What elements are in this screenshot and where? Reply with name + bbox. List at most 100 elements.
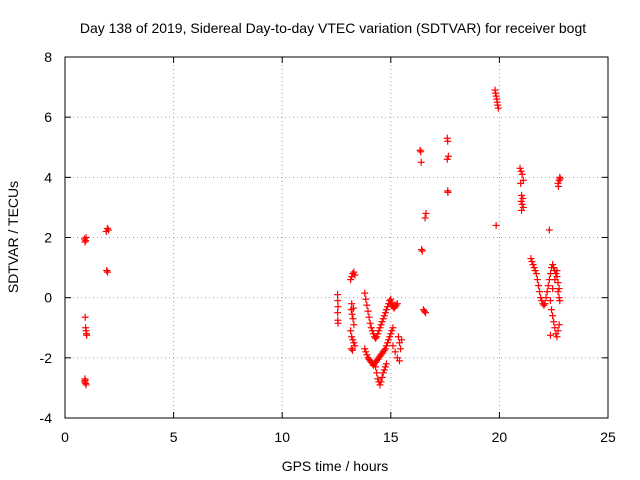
data-point — [540, 301, 548, 309]
y-tick-label: 8 — [44, 49, 52, 65]
data-point — [530, 264, 538, 272]
plot-frame — [64, 56, 609, 419]
data-point — [374, 375, 382, 383]
data-point — [372, 363, 380, 371]
data-point — [81, 378, 89, 386]
data-point — [552, 270, 560, 278]
data-point — [381, 363, 389, 371]
data-point — [365, 313, 373, 321]
data-point — [362, 295, 370, 303]
data-point — [422, 309, 430, 317]
x-tick-label: 10 — [274, 429, 290, 445]
data-point — [555, 176, 563, 184]
data-point — [542, 294, 550, 302]
data-point — [351, 271, 359, 279]
y-tick-label: -4 — [40, 410, 53, 426]
data-point — [491, 89, 499, 97]
data-point — [334, 303, 342, 311]
data-point — [555, 294, 563, 302]
data-point — [528, 258, 536, 266]
data-point — [372, 334, 380, 342]
data-point — [518, 200, 526, 208]
data-point — [103, 267, 111, 275]
data-point — [544, 282, 552, 290]
data-point — [379, 315, 387, 323]
data-point — [350, 268, 358, 276]
data-point — [391, 348, 399, 356]
data-point — [421, 214, 429, 222]
data-point — [553, 267, 561, 275]
data-point — [361, 345, 369, 353]
data-point — [517, 167, 525, 175]
y-axis-label: SDTVAR / TECUs — [5, 181, 21, 293]
data-point — [529, 261, 537, 269]
data-point — [517, 197, 525, 205]
data-point — [367, 324, 375, 332]
data-point — [416, 146, 424, 154]
data-point — [363, 301, 371, 309]
data-point — [393, 300, 401, 308]
data-point — [363, 351, 371, 359]
data-point — [554, 182, 562, 190]
data-point — [377, 321, 385, 329]
data-point — [375, 327, 383, 335]
data-point — [556, 297, 564, 305]
data-point — [347, 276, 355, 284]
data-point — [374, 330, 382, 338]
data-point — [518, 191, 526, 199]
data-point — [377, 378, 385, 386]
y-tick-label: 6 — [44, 109, 52, 125]
data-point — [554, 288, 562, 296]
data-point — [387, 330, 395, 338]
data-point — [382, 342, 390, 350]
data-point — [444, 152, 452, 160]
data-point — [350, 321, 358, 329]
data-point — [545, 226, 553, 234]
data-point — [546, 297, 554, 305]
data-point — [536, 288, 544, 296]
data-point — [376, 381, 384, 389]
data-point — [366, 319, 374, 327]
x-tick-label: 0 — [61, 429, 69, 445]
data-point — [349, 346, 357, 354]
data-point — [348, 300, 356, 308]
data-point — [531, 267, 539, 275]
data-point — [417, 158, 425, 166]
data-point — [534, 282, 542, 290]
data-point — [444, 187, 452, 195]
data-point — [81, 313, 89, 321]
y-tick-label: 0 — [44, 290, 52, 306]
data-point — [334, 309, 342, 317]
data-point — [551, 276, 559, 284]
data-point — [420, 307, 428, 315]
axis-ticks: 0 5 10 15 20 25 -4 -2 0 2 4 6 8 — [40, 49, 616, 445]
data-point — [398, 336, 406, 344]
data-point — [389, 324, 397, 332]
data-point — [368, 327, 376, 335]
data-point — [392, 301, 400, 309]
data-point — [518, 206, 526, 214]
data-point — [418, 247, 426, 255]
data-point — [82, 234, 90, 241]
data-point — [550, 264, 558, 272]
chart-title: Day 138 of 2019, Sidereal Day-to-day VTE… — [80, 20, 586, 36]
data-point — [380, 366, 388, 374]
data-point — [350, 339, 358, 347]
x-tick-label: 15 — [383, 429, 399, 445]
data-point — [494, 104, 502, 112]
data-point — [347, 345, 355, 353]
data-point — [532, 270, 540, 278]
data-point — [444, 137, 452, 145]
x-tick-label: 20 — [492, 429, 508, 445]
data-point — [549, 261, 557, 269]
data-point — [518, 170, 526, 178]
data-point — [516, 164, 524, 172]
data-points — [81, 86, 564, 389]
data-point — [550, 318, 558, 326]
data-point — [380, 346, 388, 354]
data-point — [334, 291, 342, 299]
plot-border — [64, 56, 609, 419]
grid-lines — [65, 57, 608, 418]
data-point — [492, 221, 500, 229]
